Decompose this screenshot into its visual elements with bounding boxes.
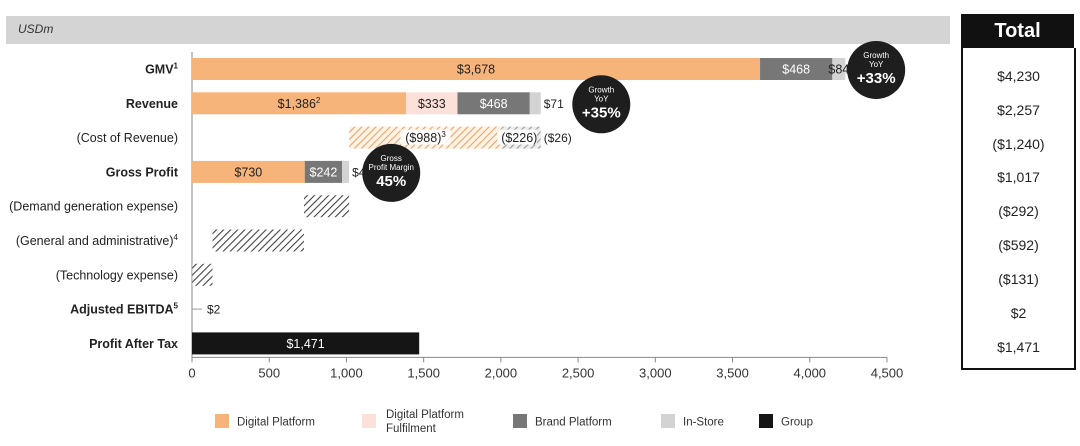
- data-label: $2: [207, 303, 221, 317]
- x-tick-label: 4,000: [794, 365, 827, 380]
- bar-segment: [342, 160, 350, 183]
- data-label: $333: [418, 97, 446, 111]
- x-tick-label: 1,000: [330, 365, 363, 380]
- row-label: Gross Profit: [106, 165, 179, 179]
- x-tick-label: 2,000: [485, 365, 518, 380]
- bubble-value: +33%: [857, 70, 896, 87]
- row-label: Adjusted EBITDA5: [70, 302, 178, 317]
- bar-segment: [832, 58, 846, 80]
- growth-bubble: [847, 41, 906, 99]
- x-tick-label: 3,000: [639, 365, 672, 380]
- bar-segment: [192, 58, 761, 80]
- legend-label: Group: [781, 417, 813, 429]
- data-label: $242: [310, 165, 338, 179]
- total-value: $1,471: [997, 339, 1040, 356]
- bar-segment: [192, 332, 420, 355]
- data-label: $730: [234, 165, 262, 179]
- total-header: Total: [961, 14, 1074, 48]
- bar-segment: [192, 263, 213, 286]
- bar-segment: [760, 58, 833, 80]
- label-background: [497, 129, 542, 145]
- total-value: $4,230: [997, 68, 1040, 84]
- x-tick-label: 500: [258, 365, 280, 380]
- label-background: [400, 129, 451, 145]
- data-label: $84: [828, 63, 849, 77]
- row-label: (Demand generation expense): [9, 200, 178, 214]
- superscript: 1: [174, 62, 179, 71]
- legend-swatch: [513, 414, 527, 428]
- legend-swatch: [661, 414, 675, 428]
- row-label: (Cost of Revenue): [77, 131, 178, 145]
- legend-swatch: [759, 414, 773, 428]
- legend-label: Fulfilment: [386, 423, 437, 435]
- data-label: ($988)3: [405, 130, 446, 145]
- data-label: ($26): [544, 131, 572, 145]
- x-tick-label: 0: [188, 365, 195, 380]
- bar-segment: [212, 229, 304, 252]
- bar-segment: [192, 92, 407, 115]
- chart: 0 500 1,000 1,500 2,000 2,500 3,000 3,500 4,000 4…: [9, 41, 906, 435]
- bubble-value: 45%: [376, 173, 406, 190]
- bar-segment: [304, 160, 343, 183]
- total-value: ($1,240): [992, 135, 1045, 152]
- growth-bubble: [572, 75, 631, 134]
- legend-label: In-Store: [683, 417, 724, 429]
- x-tick-label: 1,500: [407, 365, 440, 380]
- bar-segment: [303, 195, 350, 218]
- legend-swatch: [215, 414, 229, 428]
- bubble-caption: Gross: [381, 154, 402, 163]
- data-label: $468: [480, 97, 508, 111]
- bar-segment: [457, 92, 530, 115]
- superscript: 3: [441, 130, 446, 139]
- row-label: (Technology expense): [56, 268, 178, 282]
- superscript: 4: [174, 233, 179, 242]
- bubble-caption: YoY: [869, 60, 884, 69]
- data-label: $468: [782, 63, 810, 77]
- legend-label: Digital Platform: [237, 417, 315, 429]
- legend-label: Brand Platform: [535, 417, 612, 429]
- bubble-value: +35%: [582, 104, 621, 121]
- total-value: $1,017: [997, 169, 1040, 186]
- total-value: ($592): [998, 237, 1039, 253]
- row-label: GMV1: [145, 62, 178, 77]
- row-label: Profit After Tax: [89, 337, 178, 351]
- x-tick-label: 4,500: [871, 365, 904, 380]
- legend-swatch: [362, 414, 376, 428]
- data-label: $3,678: [457, 63, 495, 77]
- bubble-caption: YoY: [594, 94, 609, 103]
- legend-label: Digital Platform: [386, 409, 464, 421]
- total-value: $2: [1010, 304, 1027, 321]
- superscript: 5: [174, 302, 179, 311]
- totals-column: $4,230 $2,257 ($1,240) $1,017 ($292) ($592) ($…: [961, 48, 1076, 370]
- bar-segment: [192, 160, 305, 183]
- bubble-caption: Growth: [863, 51, 889, 60]
- bar-segment: [536, 126, 541, 149]
- unit-header-bar: USDm: [6, 16, 950, 44]
- unit-label: USDm: [18, 22, 54, 36]
- total-value: ($292): [998, 203, 1039, 220]
- data-label: $1,471: [286, 337, 324, 351]
- data-label: ($226): [501, 131, 537, 145]
- row-label: (General and administrative)4: [16, 233, 179, 248]
- growth-bubble: [362, 143, 421, 202]
- bubble-caption: Profit Margin: [369, 163, 414, 172]
- total-value: ($131): [998, 270, 1039, 287]
- bubble-caption: Growth: [588, 85, 614, 94]
- bar-segment: [529, 92, 541, 115]
- row-label: Revenue: [126, 97, 178, 111]
- x-tick-label: 2,500: [562, 365, 595, 380]
- data-label: $1,3862: [278, 96, 321, 111]
- bar-segment: [406, 92, 458, 115]
- x-tick-label: 3,500: [716, 365, 749, 380]
- data-label: $71: [544, 97, 564, 111]
- total-value: $2,257: [997, 101, 1040, 118]
- superscript: 2: [316, 96, 321, 105]
